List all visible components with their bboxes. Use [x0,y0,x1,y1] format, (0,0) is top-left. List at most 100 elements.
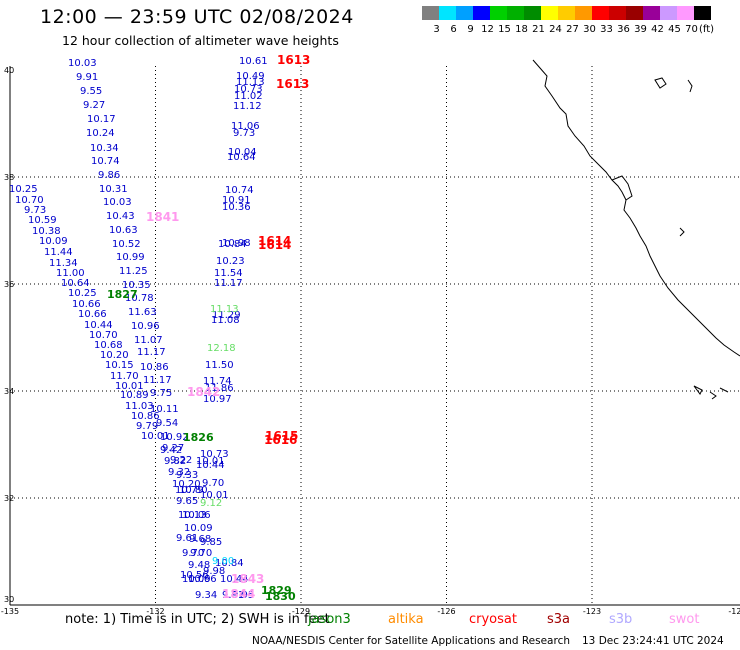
wave-height-value: 11.17 [143,375,172,386]
wave-height-value: 9.65 [176,496,198,507]
credit-text: NOAA/NESDIS Center for Satellite Applica… [252,635,570,647]
wave-height-value: 9.48 [188,560,210,571]
scale-swatch [677,6,694,20]
wave-height-value: 10.15 [105,360,134,371]
wave-height-value: 9.75 [150,388,172,399]
lon-label: -126 [437,607,455,616]
wave-height-value: 9.55 [80,86,102,97]
wave-height-value: 10.09 [182,574,211,585]
scale-swatch [524,6,541,20]
wave-height-value: 10.11 [150,404,179,415]
scale-swatch [592,6,609,20]
bay-outline [611,175,633,201]
wave-height-value: 10.56 [180,570,209,581]
wave-height-value: 10.04 [228,147,257,158]
wave-height-value: 9.34 [195,590,217,601]
scale-label: 6 [450,24,457,35]
wave-height-value: 10.06 [182,510,211,521]
legend-item-jason3: jason3 [308,612,351,627]
wave-height-value: 11.54 [214,268,243,279]
wave-height-value: 9.70 [182,548,204,559]
wave-height-value: 10.73 [234,84,263,95]
scale-label: 3 [433,24,440,35]
scale-label: 42 [651,24,664,35]
scale-swatch [507,6,524,20]
wave-height-value: 10.01 [196,456,225,467]
island-outline [719,387,729,393]
wave-height-value: 10.92 [160,432,189,443]
wave-height-value: 9.27 [83,100,105,111]
wave-height-value: 10.84 [215,558,244,569]
lon-label: -135 [1,607,19,616]
scale-swatch [422,6,439,20]
wave-height-value: 9.68 [189,534,211,545]
wave-height-value: 9.70 [202,478,224,489]
wave-height-value: 10.59 [28,215,57,226]
scale-label: 45 [668,24,681,35]
wave-height-value: 11.63 [128,307,157,318]
lat-label: 40 [4,66,14,75]
wave-height-value: 10.38 [32,226,61,237]
scale-label: 15 [498,24,511,35]
wave-height-value: 9.32 [168,467,190,478]
wave-height-value: 11.74 [203,376,232,387]
wave-height-value: 1614 [258,234,291,248]
wave-height-value: 10.63 [109,225,138,236]
scale-unit: (ft) [699,24,715,35]
scale-swatch [490,6,507,20]
california-coastline [532,59,740,357]
wave-height-value: 10.86 [131,411,160,422]
wave-height-value: 10.61 [239,56,268,67]
wave-height-value: 1826 [183,431,214,444]
scale-label: 9 [467,24,474,35]
lat-label: 36 [4,280,14,289]
wave-height-value: 10.31 [99,184,128,195]
island-outline [709,391,717,400]
wave-height-value: 10.66 [188,574,217,585]
lake-outline [679,227,685,237]
wave-height-value: 10.35 [122,280,151,291]
wave-height-value: 10.78 [125,293,154,304]
wave-height-value: 10.01 [115,381,144,392]
wave-height-value: 10.23 [216,256,245,267]
wave-height-value: 1842 [187,385,220,399]
scale-swatch [575,6,592,20]
wave-height-value: 9.00 [212,556,234,567]
wave-height-value: 11.34 [49,258,78,269]
wave-height-value: 11.13 [236,77,265,88]
wave-height-value: 10.20 [100,350,129,361]
wave-height-value: 9.82 [164,456,186,467]
generated-timestamp: 13 Dec 23:24:41 UTC 2024 [582,635,724,647]
wave-height-value: 10.24 [86,128,115,139]
wave-height-value: 9.98 [203,566,225,577]
wave-height-value: 11.17 [214,278,243,289]
scale-swatch [558,6,575,20]
wave-height-value: 10.43 [106,211,135,222]
scale-label: 36 [617,24,630,35]
wave-height-value: 10.86 [140,362,169,373]
wave-height-value: 1829 [261,584,292,597]
wave-height-value: 11.00 [56,268,85,279]
wave-height-value: 10.98 [222,238,251,249]
wave-height-value: 10.09 [39,236,68,247]
wave-height-value: 9.79 [136,421,158,432]
wave-height-value: 10.89 [120,390,149,401]
wave-height-value: 9.12 [200,498,222,509]
scale-label: 12 [481,24,494,35]
wave-height-value: 11.86 [205,383,234,394]
wave-height-value: 1841 [146,210,179,224]
lon-label: -132 [146,607,164,616]
wave-height-value: 10.80 [179,485,208,496]
wave-height-value: 10.49 [236,71,265,82]
wave-height-value: 11.02 [234,91,263,102]
wave-height-value: 10.99 [116,252,145,263]
wave-height-value: 10.01 [141,431,170,442]
wave-height-value: 10.96 [131,321,160,332]
wave-height-value: 9.22 [170,455,192,466]
wave-height-value: 1613 [276,77,309,91]
lat-label: 30 [4,595,14,604]
wave-height-value: 1844 [222,587,255,601]
wave-height-value: 10.20 [172,479,201,490]
wave-height-value: 10.91 [222,195,251,206]
wave-height-value: 10.03 [68,58,97,69]
